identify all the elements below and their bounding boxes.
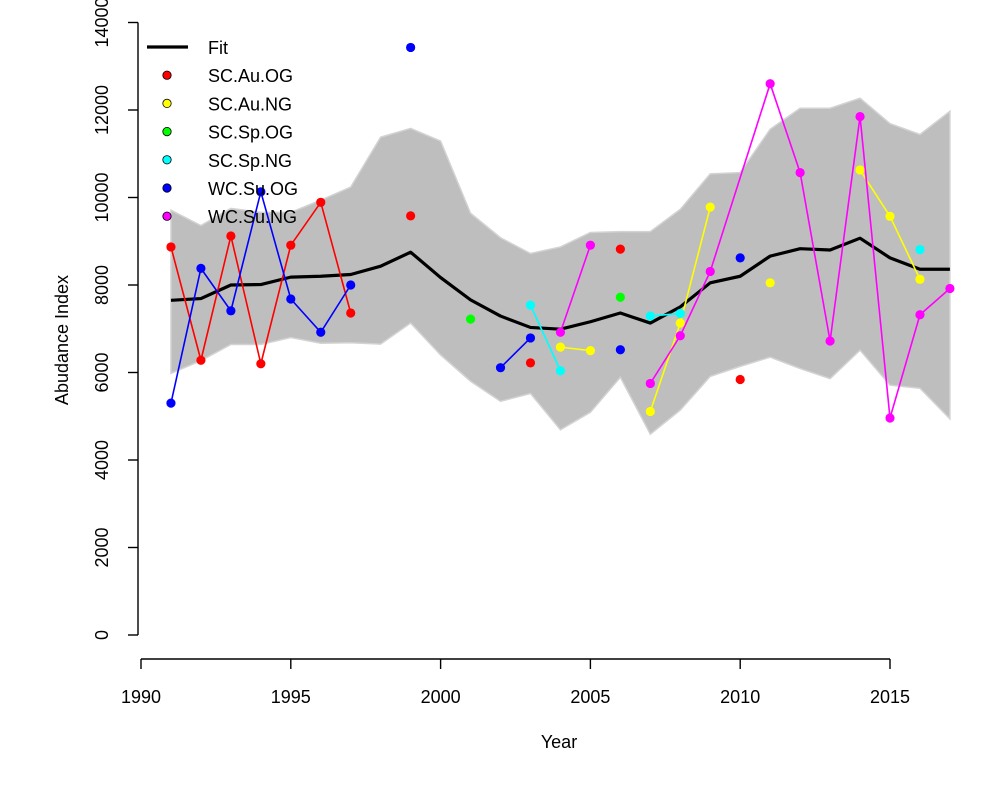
- data-point-sc-au-ng-2008: [675, 318, 685, 328]
- data-point-sc-au-ng-2014: [855, 165, 865, 175]
- axes-layer: 1990 1995 2000 2005 2010 2015 0 2000 4000 6000 800…: [92, 0, 910, 707]
- legend-label-fit: Fit: [208, 38, 228, 58]
- data-point-wc-su-og-2003: [525, 333, 536, 343]
- y-tick-label-6000: 6000: [92, 352, 112, 392]
- data-point-wc-su-og-2010: [735, 253, 745, 263]
- data-point-wc-su-og-2002: [495, 363, 506, 373]
- data-point-wc-su-og-1991: [166, 398, 176, 408]
- data-point-sc-sp-ng-2016: [915, 244, 925, 255]
- data-point-wc-su-og-1999: [406, 42, 416, 53]
- x-tick-label-2005: 2005: [570, 687, 610, 707]
- legend-swatch-wc-su-og: [162, 183, 172, 193]
- series-line-sc-sp-ng-1: [650, 312, 681, 317]
- data-point-sc-au-og-1996: [316, 197, 326, 207]
- legend-label-sc-au-og: SC.Au.OG: [208, 66, 293, 86]
- confidence-band-layer: [170, 97, 951, 436]
- data-point-sc-sp-ng-2004: [555, 366, 566, 376]
- series-line-wc-su-ng-1: [649, 81, 951, 419]
- data-point-sc-sp-ng-2003: [525, 300, 536, 310]
- data-point-wc-su-og-1993: [226, 306, 236, 316]
- y-tick-label-10000: 10000: [92, 172, 112, 222]
- data-point-wc-su-ng-2015: [885, 413, 895, 423]
- x-tick-label-2015: 2015: [870, 687, 910, 707]
- data-point-sc-au-og-1991: [166, 242, 176, 252]
- data-point-sc-au-og-2006: [615, 244, 625, 254]
- legend: Fit SC.Au.OG SC.Au.NG SC.Sp.OG SC.Sp.NG WC.Su…: [147, 38, 298, 227]
- data-point-wc-su-ng-2009: [705, 266, 715, 277]
- y-axis-title: Abudance Index: [52, 275, 72, 405]
- data-point-sc-au-og-1992: [196, 355, 206, 365]
- legend-label-wc-su-ng: WC.Su.NG: [208, 207, 297, 227]
- data-point-wc-su-og-1995: [286, 294, 296, 304]
- data-point-sc-au-og-1999: [406, 211, 416, 221]
- data-point-sc-au-ng-2007: [645, 406, 655, 417]
- y-tick-label-4000: 4000: [92, 440, 112, 480]
- data-point-sc-au-ng-2011: [765, 278, 775, 288]
- data-point-wc-su-ng-2016: [915, 310, 925, 320]
- data-point-wc-su-ng-2012: [795, 167, 805, 178]
- data-point-wc-su-ng-2005: [585, 240, 596, 250]
- data-point-wc-su-ng-2014: [855, 111, 865, 122]
- data-point-sc-au-og-1993: [226, 231, 236, 241]
- y-tick-label-12000: 12000: [92, 85, 112, 135]
- x-tick-label-2010: 2010: [720, 687, 760, 707]
- y-tick-label-0: 0: [92, 630, 112, 640]
- data-point-sc-au-ng-2004: [555, 342, 566, 352]
- data-point-sc-sp-og-2001: [465, 314, 476, 324]
- data-point-sc-au-og-1995: [286, 240, 296, 250]
- legend-swatch-wc-su-ng: [162, 211, 172, 221]
- y-tick-label-2000: 2000: [92, 527, 112, 567]
- observation-series-layer: [166, 42, 955, 423]
- series-line-wc-su-og-1: [499, 337, 532, 369]
- legend-label-sc-sp-ng: SC.Sp.NG: [208, 151, 292, 171]
- data-point-wc-su-og-1996: [316, 327, 326, 337]
- x-axis-title: Year: [541, 732, 577, 752]
- data-point-sc-au-og-2003: [525, 358, 536, 368]
- data-point-wc-su-ng-2008: [675, 331, 685, 341]
- data-point-sc-sp-ng-2008: [675, 308, 685, 319]
- series-line-wc-su-ng-0: [559, 244, 592, 333]
- data-point-sc-au-ng-2009: [705, 202, 715, 212]
- confidence-band: [170, 97, 951, 436]
- y-tick-label-14000: 14000: [92, 0, 112, 48]
- data-point-wc-su-ng-2013: [825, 336, 835, 346]
- series-line-sc-sp-ng-0: [529, 304, 562, 372]
- x-tick-label-1990: 1990: [121, 687, 161, 707]
- data-point-wc-su-og-2006: [615, 345, 625, 355]
- data-point-sc-au-og-1997: [346, 308, 356, 318]
- data-point-wc-su-ng-2007: [645, 378, 655, 389]
- data-point-sc-au-og-1994: [256, 359, 266, 369]
- data-point-sc-sp-ng-2007: [645, 311, 655, 321]
- data-point-wc-su-og-1994: [256, 187, 266, 197]
- legend-swatch-sc-sp-ng: [162, 155, 172, 165]
- data-point-wc-su-ng-2011: [765, 79, 775, 89]
- data-point-sc-au-og-2010: [735, 374, 745, 385]
- x-tick-label-1995: 1995: [271, 687, 311, 707]
- data-point-sc-au-ng-2015: [885, 211, 895, 221]
- data-point-sc-au-ng-2016: [915, 274, 925, 284]
- legend-label-wc-su-og: WC.Su.OG: [208, 179, 298, 199]
- data-point-wc-su-og-1997: [346, 280, 356, 290]
- data-point-sc-sp-og-2006: [615, 292, 625, 302]
- y-tick-label-8000: 8000: [92, 265, 112, 305]
- series-line-sc-au-ng-0: [560, 346, 591, 352]
- data-point-wc-su-og-1992: [196, 263, 206, 273]
- legend-label-sc-sp-og: SC.Sp.OG: [208, 123, 293, 143]
- legend-swatch-sc-au-ng: [162, 98, 172, 109]
- legend-swatch-sc-sp-og: [162, 127, 172, 137]
- data-point-wc-su-ng-2017: [945, 283, 955, 294]
- data-point-sc-au-ng-2005: [585, 346, 596, 356]
- data-point-wc-su-ng-2004: [555, 327, 566, 337]
- legend-swatch-sc-au-og: [162, 70, 172, 80]
- x-tick-label-2000: 2000: [421, 687, 461, 707]
- legend-label-sc-au-ng: SC.Au.NG: [208, 94, 292, 114]
